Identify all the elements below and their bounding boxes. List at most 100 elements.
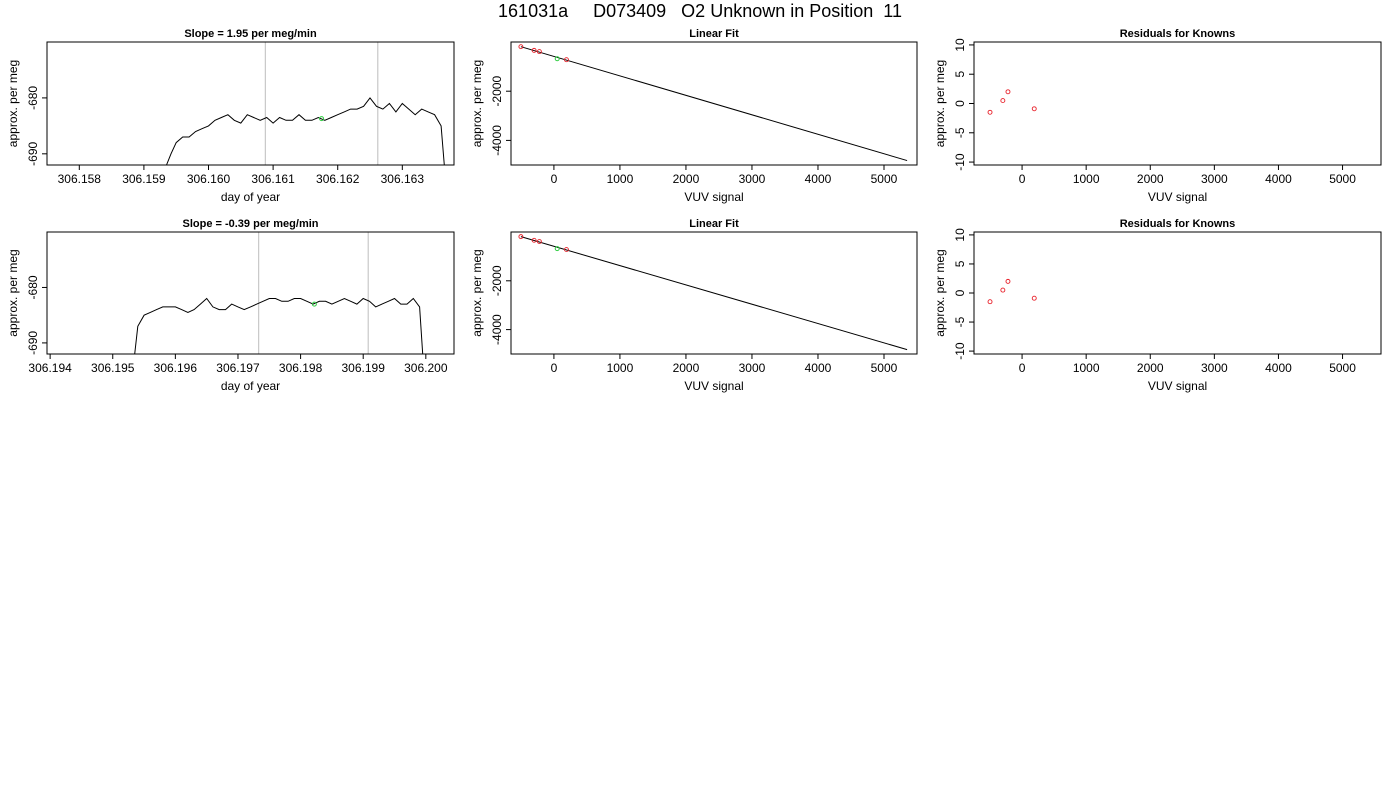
- unknown-point: [319, 116, 325, 122]
- series-line: [166, 97, 445, 165]
- known-point: [1031, 295, 1037, 301]
- known-point: [1000, 98, 1006, 104]
- plot-frame: [973, 231, 1382, 355]
- chart-title: Residuals for Knowns: [1120, 28, 1236, 40]
- chart-title: Slope = 1.95 per meg/min: [184, 28, 317, 40]
- known-point: [987, 299, 993, 305]
- x-tick-label: 306.194: [28, 361, 72, 375]
- x-axis-label: VUV signal: [684, 190, 743, 204]
- chart-resid1: 0 1000 2000 3000 4000 5000 10 5 0 -5 -10 Residuals …: [933, 28, 1382, 204]
- y-axis-label: approx. per meg: [6, 249, 20, 336]
- y-axis-label: approx. per meg: [470, 60, 484, 147]
- y-tick-label: -690: [26, 331, 40, 355]
- x-axis-label: VUV signal: [1148, 190, 1207, 204]
- x-tick-label: 4000: [805, 361, 832, 375]
- x-tick-label: 306.158: [58, 172, 102, 186]
- x-tick-label: 5000: [871, 172, 898, 186]
- plot-frame: [46, 231, 455, 355]
- chart-title: Slope = -0.39 per meg/min: [182, 218, 318, 230]
- chart-trace1: 306.158 306.159 306.160 306.161 306.162 306.1…: [6, 28, 455, 204]
- chart-trace2: 306.194 306.195 306.196 306.197 306.198 306.1…: [6, 218, 455, 393]
- x-tick-label: 2000: [1137, 361, 1164, 375]
- y-tick-label: 0: [953, 289, 967, 296]
- y-axis-label: approx. per meg: [6, 60, 20, 147]
- y-tick-label: -5: [953, 127, 967, 138]
- unknown-point: [311, 301, 317, 307]
- y-axis-label: approx. per meg: [933, 60, 947, 147]
- x-tick-label: 3000: [739, 361, 766, 375]
- x-axis-label: day of year: [221, 190, 280, 204]
- known-point: [1000, 287, 1006, 293]
- x-tick-label: 1000: [607, 172, 634, 186]
- known-point: [518, 234, 524, 240]
- chart-title: Residuals for Knowns: [1120, 218, 1236, 230]
- known-point: [531, 237, 537, 243]
- x-tick-label: 4000: [805, 172, 832, 186]
- y-tick-label: -5: [953, 316, 967, 327]
- data-marks: [518, 44, 908, 162]
- x-axis-label: VUV signal: [1148, 379, 1207, 393]
- known-point: [1005, 278, 1011, 284]
- chart-title: Linear Fit: [689, 218, 739, 230]
- y-tick-label: 10: [953, 38, 967, 52]
- x-tick-label: 0: [1019, 361, 1026, 375]
- y-tick-label: 5: [953, 260, 967, 267]
- x-tick-label: 306.197: [216, 361, 260, 375]
- y-axis-label: approx. per meg: [470, 249, 484, 336]
- y-tick-label: 0: [953, 100, 967, 107]
- y-tick-label: -10: [953, 342, 967, 360]
- page-title: 161031a D073409 O2 Unknown in Position 1…: [498, 1, 902, 21]
- x-tick-label: 306.198: [279, 361, 323, 375]
- y-tick-label: 10: [953, 228, 967, 242]
- known-point: [518, 44, 524, 50]
- x-tick-label: 5000: [1329, 172, 1356, 186]
- chart-title: Linear Fit: [689, 28, 739, 40]
- data-marks: [987, 278, 1037, 305]
- fit-line: [520, 236, 908, 351]
- x-tick-label: 306.161: [251, 172, 295, 186]
- y-tick-label: 5: [953, 71, 967, 78]
- chart-resid2: 0 1000 2000 3000 4000 5000 10 5 0 -5 -10 Residuals …: [933, 218, 1382, 393]
- y-tick-label: -4000: [490, 314, 504, 345]
- known-point: [564, 247, 569, 253]
- known-point: [1031, 106, 1037, 112]
- data-marks: [166, 97, 445, 165]
- y-axis-label: approx. per meg: [933, 249, 947, 336]
- known-point: [564, 57, 569, 63]
- y-tick-label: -680: [26, 275, 40, 299]
- data-marks: [134, 297, 424, 354]
- known-point: [536, 239, 542, 244]
- plot-frame: [510, 41, 918, 166]
- x-tick-label: 1000: [607, 361, 634, 375]
- plot-frame: [46, 41, 455, 166]
- y-tick-label: -10: [953, 153, 967, 171]
- x-tick-label: 3000: [1201, 361, 1228, 375]
- x-tick-label: 306.196: [154, 361, 198, 375]
- chart-fit1: 0 1000 2000 3000 4000 5000 -2000 -4000 Linear Fi…: [470, 28, 918, 204]
- y-tick-label: -2000: [490, 76, 504, 107]
- y-tick-label: -690: [26, 141, 40, 165]
- x-tick-label: 2000: [673, 172, 700, 186]
- y-tick-label: -2000: [490, 265, 504, 296]
- x-tick-label: 306.163: [381, 172, 425, 186]
- known-point: [987, 109, 993, 115]
- x-tick-label: 1000: [1073, 172, 1100, 186]
- unknown-point: [554, 246, 560, 252]
- x-tick-label: 1000: [1073, 361, 1100, 375]
- x-tick-label: 2000: [1137, 172, 1164, 186]
- data-marks: [987, 89, 1037, 115]
- data-marks: [518, 234, 908, 351]
- x-tick-label: 5000: [1329, 361, 1356, 375]
- x-axis-label: day of year: [221, 379, 280, 393]
- x-tick-label: 306.162: [316, 172, 360, 186]
- x-tick-label: 3000: [739, 172, 766, 186]
- x-tick-label: 4000: [1265, 172, 1292, 186]
- fit-line: [520, 46, 908, 162]
- chart-fit2: 0 1000 2000 3000 4000 5000 -2000 -4000 Linear Fi…: [470, 218, 918, 393]
- x-tick-label: 0: [551, 172, 558, 186]
- y-tick-label: -680: [26, 86, 40, 110]
- x-tick-label: 306.160: [187, 172, 231, 186]
- x-tick-label: 5000: [871, 361, 898, 375]
- x-tick-label: 2000: [673, 361, 700, 375]
